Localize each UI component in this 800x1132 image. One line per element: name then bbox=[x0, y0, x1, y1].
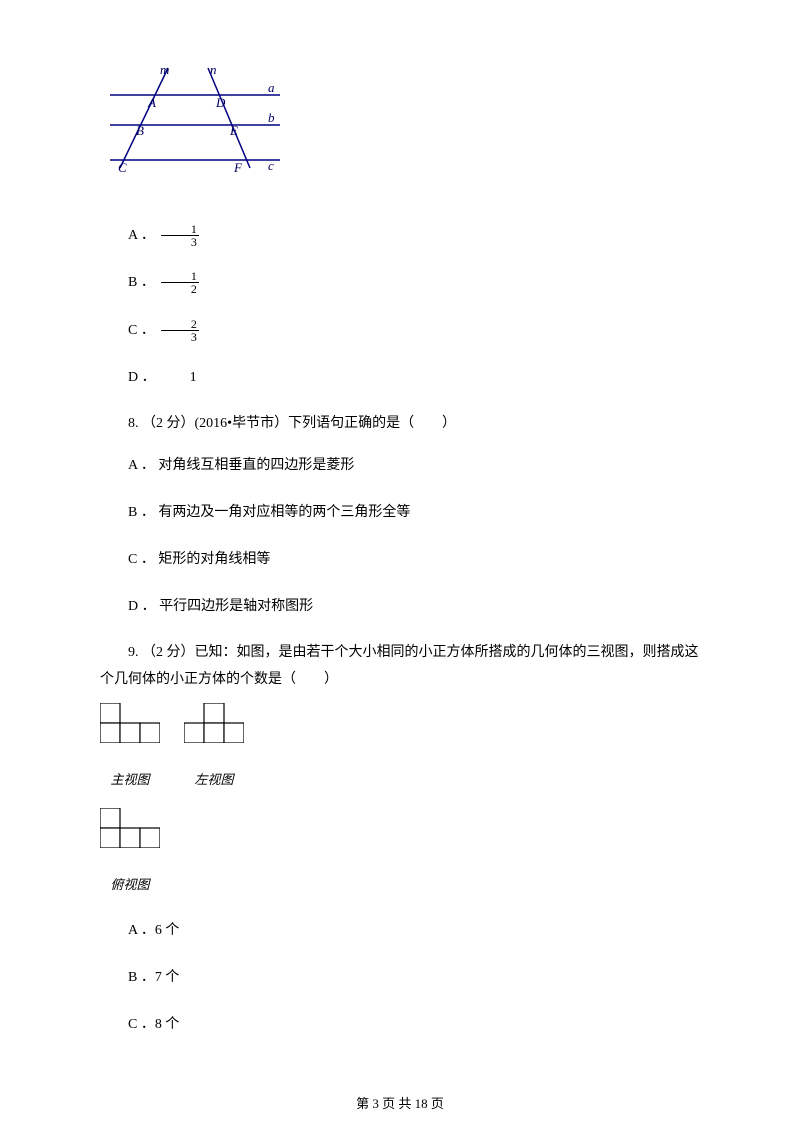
q7-option-d: D ． 1 bbox=[100, 358, 700, 397]
q9-option-c: C ．8 个 bbox=[100, 1005, 700, 1044]
q9-stem: 9. （2 分）已知：如图，是由若干个大小相同的小正方体所搭成的几何体的三视图，… bbox=[100, 640, 700, 693]
top-view: 俯视图 bbox=[100, 808, 160, 903]
q7-option-c: C ． 2 3 bbox=[100, 311, 700, 350]
label-A: A bbox=[147, 95, 156, 110]
left-view-label: 左视图 bbox=[184, 762, 244, 798]
label-B: B bbox=[136, 123, 144, 138]
label-b: b bbox=[268, 110, 275, 125]
q9-option-a: A ．6 个 bbox=[100, 911, 700, 950]
page-footer: 第 3 页 共 18 页 bbox=[0, 1093, 800, 1112]
left-view: 左视图 bbox=[184, 703, 244, 798]
fraction-icon: 2 3 bbox=[161, 318, 199, 343]
q8-option-d: D ． 平行四边形是轴对称图形 bbox=[100, 587, 700, 626]
q8-option-a: A ． 对角线互相垂直的四边形是菱形 bbox=[100, 446, 700, 485]
q7-option-b: B ． 1 2 bbox=[100, 263, 700, 302]
q8-option-c: C ． 矩形的对角线相等 bbox=[100, 540, 700, 579]
option-value: 1 bbox=[162, 358, 197, 397]
page-content: m n A B C D E F a b c A ． 1 3 B ． 1 2 bbox=[100, 60, 700, 1045]
q9-views-row1: 主视图 左视图 bbox=[100, 703, 700, 798]
label-F: F bbox=[233, 160, 243, 175]
q7-diagram: m n A B C D E F a b c bbox=[100, 60, 700, 196]
front-view-label: 主视图 bbox=[100, 762, 160, 798]
fraction-icon: 1 3 bbox=[161, 223, 199, 248]
q8-stem: 8. （2 分）(2016•毕节市）下列语句正确的是（ ） bbox=[100, 411, 700, 438]
label-c: c bbox=[268, 158, 274, 173]
label-C: C bbox=[118, 160, 127, 175]
label-E: E bbox=[229, 123, 238, 138]
option-label: A ． bbox=[100, 216, 155, 255]
q9-option-b: B ．7 个 bbox=[100, 958, 700, 997]
q9-views-row2: 俯视图 bbox=[100, 808, 700, 903]
front-view: 主视图 bbox=[100, 703, 160, 798]
q8-option-b: B ． 有两边及一角对应相等的两个三角形全等 bbox=[100, 493, 700, 532]
option-label: B ． bbox=[100, 263, 155, 302]
label-n: n bbox=[210, 62, 217, 77]
top-view-label: 俯视图 bbox=[100, 867, 160, 903]
label-m: m bbox=[160, 62, 169, 77]
fraction-icon: 1 2 bbox=[161, 270, 199, 295]
option-label: C ． bbox=[100, 311, 155, 350]
label-D: D bbox=[215, 95, 226, 110]
label-a: a bbox=[268, 80, 275, 95]
q7-option-a: A ． 1 3 bbox=[100, 216, 700, 255]
option-label: D ． bbox=[100, 358, 156, 397]
